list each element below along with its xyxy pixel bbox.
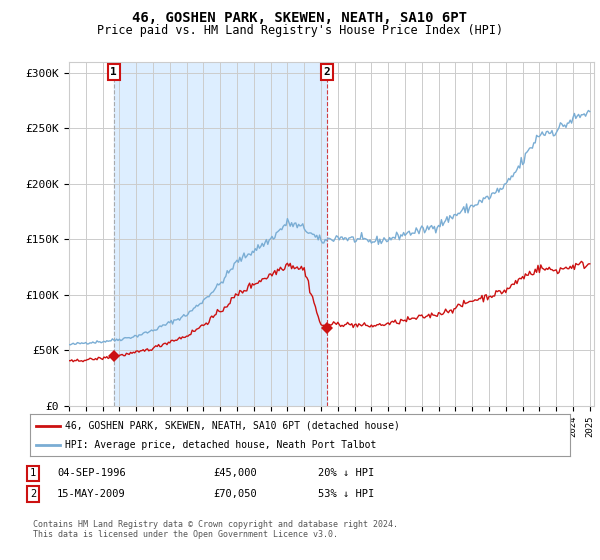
Text: 2: 2 bbox=[324, 67, 331, 77]
Text: 04-SEP-1996: 04-SEP-1996 bbox=[57, 468, 126, 478]
Text: 46, GOSHEN PARK, SKEWEN, NEATH, SA10 6PT (detached house): 46, GOSHEN PARK, SKEWEN, NEATH, SA10 6PT… bbox=[65, 421, 400, 431]
Text: 53% ↓ HPI: 53% ↓ HPI bbox=[318, 489, 374, 499]
Text: Contains HM Land Registry data © Crown copyright and database right 2024.
This d: Contains HM Land Registry data © Crown c… bbox=[33, 520, 398, 539]
Text: £70,050: £70,050 bbox=[213, 489, 257, 499]
Text: 15-MAY-2009: 15-MAY-2009 bbox=[57, 489, 126, 499]
Bar bbox=[114, 62, 327, 406]
Text: £45,000: £45,000 bbox=[213, 468, 257, 478]
Text: 1: 1 bbox=[110, 67, 117, 77]
Text: 20% ↓ HPI: 20% ↓ HPI bbox=[318, 468, 374, 478]
Text: 46, GOSHEN PARK, SKEWEN, NEATH, SA10 6PT: 46, GOSHEN PARK, SKEWEN, NEATH, SA10 6PT bbox=[133, 11, 467, 25]
Text: 1: 1 bbox=[30, 468, 36, 478]
Text: HPI: Average price, detached house, Neath Port Talbot: HPI: Average price, detached house, Neat… bbox=[65, 440, 376, 450]
Text: 2: 2 bbox=[30, 489, 36, 499]
Text: Price paid vs. HM Land Registry's House Price Index (HPI): Price paid vs. HM Land Registry's House … bbox=[97, 24, 503, 36]
